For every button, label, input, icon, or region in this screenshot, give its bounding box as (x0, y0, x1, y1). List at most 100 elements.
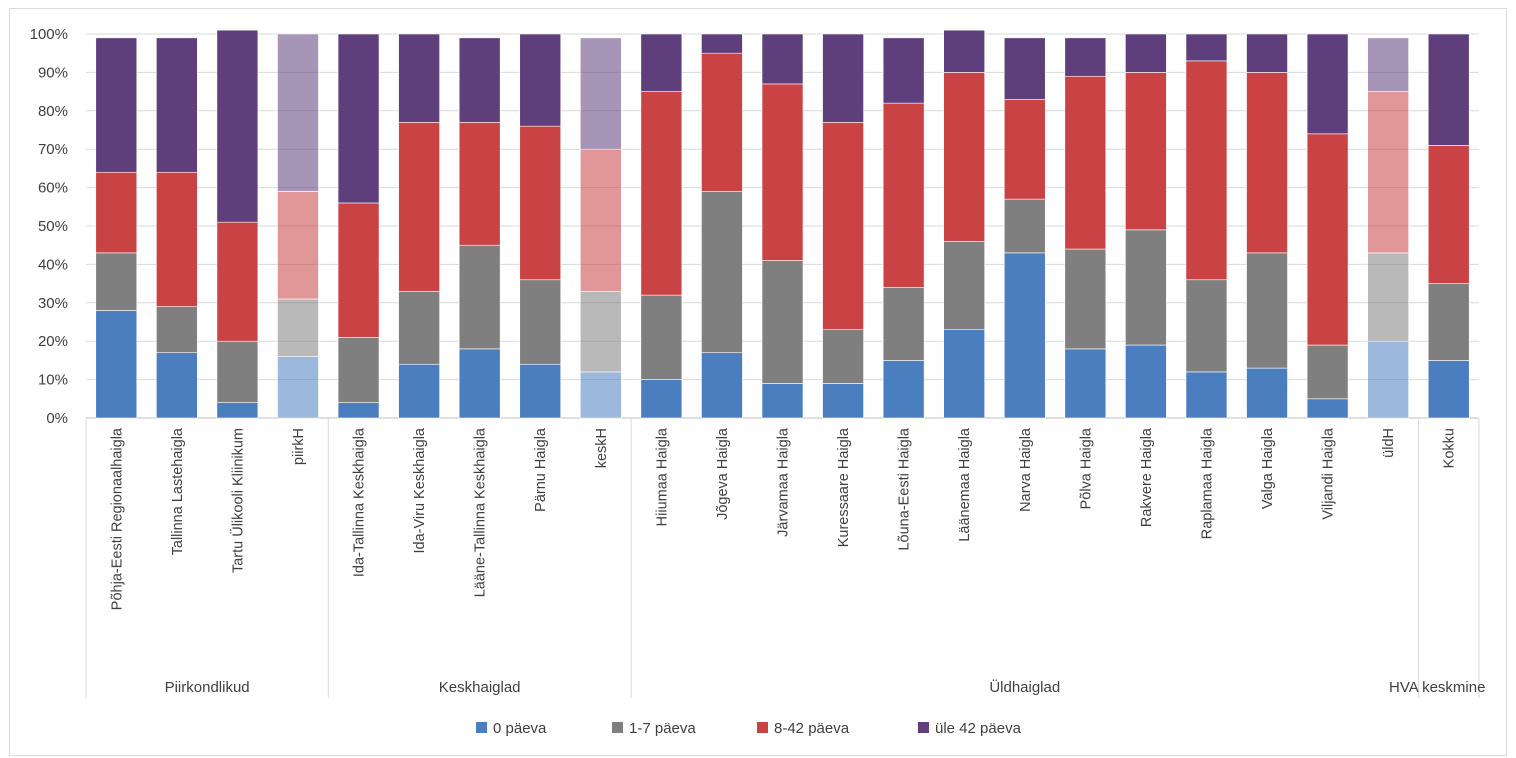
bar-segment-2-3 (277, 191, 319, 300)
bar-segment-1-7 (519, 279, 562, 365)
bar-segment-1-16 (1064, 248, 1107, 350)
bar-segment-3-11 (761, 33, 804, 85)
bar-segment-3-12 (822, 33, 864, 123)
bar-segment-1-19 (1246, 252, 1288, 369)
bar-segment-2-14 (943, 72, 985, 242)
bar-segment-0-4 (337, 402, 380, 419)
legend-label-0: 0 päeva (493, 720, 547, 737)
group-label-3: HVA keskmine (1389, 679, 1485, 696)
bar-segment-2-18 (1185, 60, 1228, 281)
category-label-21: üldH (1381, 428, 1397, 458)
bar-segment-2-9 (640, 91, 683, 296)
bar-segment-0-18 (1185, 371, 1228, 419)
group-label-0: Piirkondlikud (165, 679, 250, 696)
category-label-12: Kuressaare Haigla (836, 427, 852, 547)
bar-segment-3-2 (216, 29, 259, 223)
category-label-3: piirkH (291, 428, 307, 465)
bar-segment-2-8 (580, 148, 622, 292)
category-label-16: Põlva Haigla (1078, 427, 1094, 509)
bar-segment-1-8 (580, 290, 622, 373)
y-tick-label-50: 50% (38, 218, 68, 235)
bar-segment-2-19 (1246, 72, 1288, 254)
bar-segment-1-12 (822, 329, 864, 384)
legend-label-2: 8-42 päeva (774, 720, 850, 737)
bar-segment-1-18 (1185, 279, 1228, 373)
category-label-5: Ida-Viru Keskhaigla (412, 427, 428, 553)
y-tick-label-30: 30% (38, 295, 68, 312)
bar-segment-1-1 (156, 306, 198, 354)
category-label-17: Rakvere Haigla (1139, 427, 1155, 527)
bar-segment-3-22 (1427, 33, 1470, 146)
category-label-0: Põhja-Eesti Regionaalhaigla (109, 427, 125, 610)
bar-segment-3-19 (1246, 33, 1288, 73)
bar-segment-0-9 (640, 379, 683, 419)
y-tick-label-100: 100% (30, 26, 68, 43)
group-label-1: Keskhaiglad (439, 679, 521, 696)
bar-segment-3-3 (277, 33, 319, 192)
category-label-9: Hiiumaa Haigla (654, 427, 670, 526)
y-tick-label-70: 70% (38, 141, 68, 158)
bar-segment-2-10 (701, 52, 743, 192)
bar-segment-2-12 (822, 122, 864, 330)
bar-segment-2-11 (761, 83, 804, 261)
bar-segment-2-21 (1367, 91, 1409, 254)
bar-segment-1-3 (277, 298, 319, 357)
bar-segment-1-9 (640, 294, 683, 380)
bar-segment-2-15 (1003, 98, 1046, 200)
bar-segment-0-16 (1064, 348, 1107, 419)
bar-segment-0-17 (1125, 344, 1167, 419)
legend-label-1: 1-7 päeva (629, 720, 696, 737)
bar-segment-1-0 (95, 252, 138, 311)
bar-segment-1-21 (1367, 252, 1409, 342)
bar-segment-1-11 (761, 260, 804, 384)
bar-segment-0-8 (580, 371, 622, 419)
category-label-1: Tallinna Lastehaigla (170, 427, 186, 555)
category-label-8: keskH (594, 428, 610, 468)
bar-segment-2-4 (337, 202, 380, 338)
bar-segment-2-1 (156, 171, 198, 307)
bar-segment-1-22 (1427, 283, 1470, 361)
chart-frame (9, 8, 1507, 756)
bar-segment-3-14 (943, 29, 985, 73)
bar-segment-3-0 (95, 37, 138, 173)
bar-segment-0-11 (761, 383, 804, 419)
category-label-2: Tartu Ülikooli Kliinikum (228, 428, 246, 573)
bar-segment-0-1 (156, 352, 198, 419)
bar-segment-2-20 (1306, 133, 1349, 346)
category-label-13: Lõuna-Eesti Haigla (897, 427, 913, 550)
bar-segment-3-17 (1125, 33, 1167, 73)
bar-segment-3-21 (1367, 37, 1409, 92)
bar-segment-3-15 (1003, 37, 1046, 100)
bar-segment-0-7 (519, 363, 562, 419)
bar-segment-0-2 (216, 402, 259, 419)
category-label-6: Lääne-Tallinna Keskhaigla (473, 427, 489, 597)
y-tick-label-60: 60% (38, 180, 68, 197)
category-label-11: Järvamaa Haigla (776, 427, 792, 537)
bar-segment-1-4 (337, 337, 380, 403)
y-tick-label-20: 20% (38, 333, 68, 350)
y-tick-label-40: 40% (38, 256, 68, 273)
category-label-15: Narva Haigla (1018, 427, 1034, 512)
bar-segment-3-10 (701, 33, 743, 54)
legend-label-3: üle 42 päeva (935, 720, 1022, 737)
bar-segment-0-15 (1003, 252, 1046, 419)
y-tick-label-80: 80% (38, 103, 68, 120)
category-label-10: Jõgeva Haigla (715, 427, 731, 520)
legend-swatch-3 (918, 722, 929, 733)
bar-segment-0-5 (398, 363, 440, 419)
bar-segment-3-8 (580, 37, 622, 150)
bar-segment-3-13 (882, 37, 925, 104)
bar-segment-0-6 (458, 348, 501, 419)
category-label-7: Pärnu Haigla (533, 427, 549, 512)
category-label-20: Viljandi Haigla (1321, 427, 1337, 520)
bar-segment-1-10 (701, 191, 743, 354)
bar-segment-1-6 (458, 244, 501, 350)
category-label-4: Ida-Tallinna Keskhaigla (352, 427, 368, 577)
bar-segment-3-4 (337, 33, 380, 204)
bar-segment-3-1 (156, 37, 198, 173)
bar-segment-2-5 (398, 122, 440, 292)
bar-segment-2-16 (1064, 75, 1107, 250)
bar-segment-3-9 (640, 33, 683, 92)
bar-segment-0-3 (277, 356, 319, 419)
